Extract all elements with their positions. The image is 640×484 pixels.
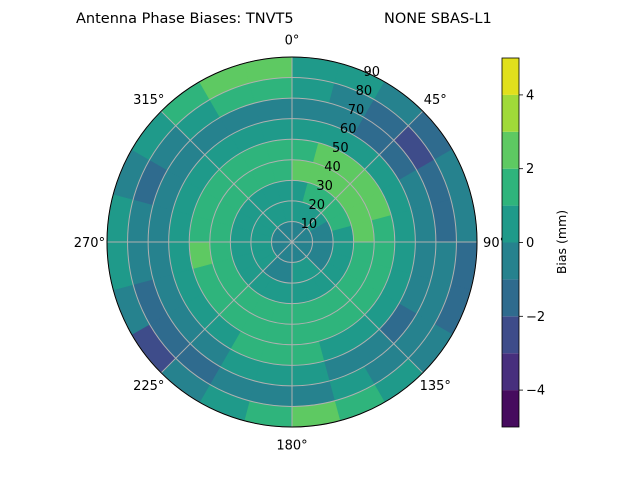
angular-tick-label: 225° (133, 379, 164, 394)
radial-tick-label: 40 (324, 160, 341, 175)
colorbar-band (502, 279, 519, 317)
angular-tick-label: 270° (74, 236, 105, 251)
angular-gridline (291, 110, 424, 243)
colorbar-band (502, 390, 519, 427)
radial-tick-label: 30 (316, 179, 333, 194)
radial-tick-label: 80 (356, 84, 373, 99)
colorbar-tick-label: 4 (526, 88, 534, 103)
angular-tick-label: 180° (276, 439, 307, 454)
angular-gridline (291, 241, 424, 374)
radial-tick-label: 10 (301, 217, 318, 232)
colorbar-band (502, 94, 519, 132)
colorbar-tick-label: −4 (526, 384, 545, 399)
colorbar-tick-label: 0 (526, 236, 534, 251)
colorbar: −4 −2 0 2 4 (501, 57, 545, 428)
colorbar-band (502, 242, 519, 280)
radial-tick-label: 90 (364, 65, 381, 80)
chart-title-right: NONE SBAS-L1 (384, 11, 492, 27)
colorbar-label: Bias (mm) (554, 210, 569, 274)
colorbar-band (502, 205, 519, 243)
chart-title-left: Antenna Phase Biases: TNVT5 (76, 11, 294, 27)
radial-tick-labels: 10 20 30 40 50 60 70 80 90 (301, 65, 380, 232)
angular-gridline (160, 110, 293, 243)
colorbar-band (502, 131, 519, 169)
polar-grid (106, 56, 478, 428)
radial-tick-label: 20 (308, 198, 325, 213)
angular-tick-labels: 0° 45° 90° 135° 180° 225° 270° 315° (74, 33, 506, 453)
angular-gridline (160, 241, 293, 374)
colorbar-band (502, 353, 519, 391)
polar-frame (106, 56, 478, 428)
colorbar-band (502, 316, 519, 354)
angular-tick-label: 0° (285, 33, 300, 48)
radial-tick-label: 50 (332, 141, 349, 156)
angular-tick-label: 45° (424, 93, 447, 108)
colorbar-tick-label: −2 (526, 310, 545, 325)
angular-tick-label: 315° (133, 93, 164, 108)
angular-tick-label: 135° (420, 379, 451, 394)
radial-tick-label: 60 (340, 122, 357, 137)
colorbar-band (502, 168, 519, 206)
colorbar-tick-label: 2 (526, 162, 534, 177)
radial-tick-label: 70 (348, 103, 365, 118)
colorbar-band (502, 58, 519, 95)
angular-tick-label: 90° (483, 236, 506, 251)
